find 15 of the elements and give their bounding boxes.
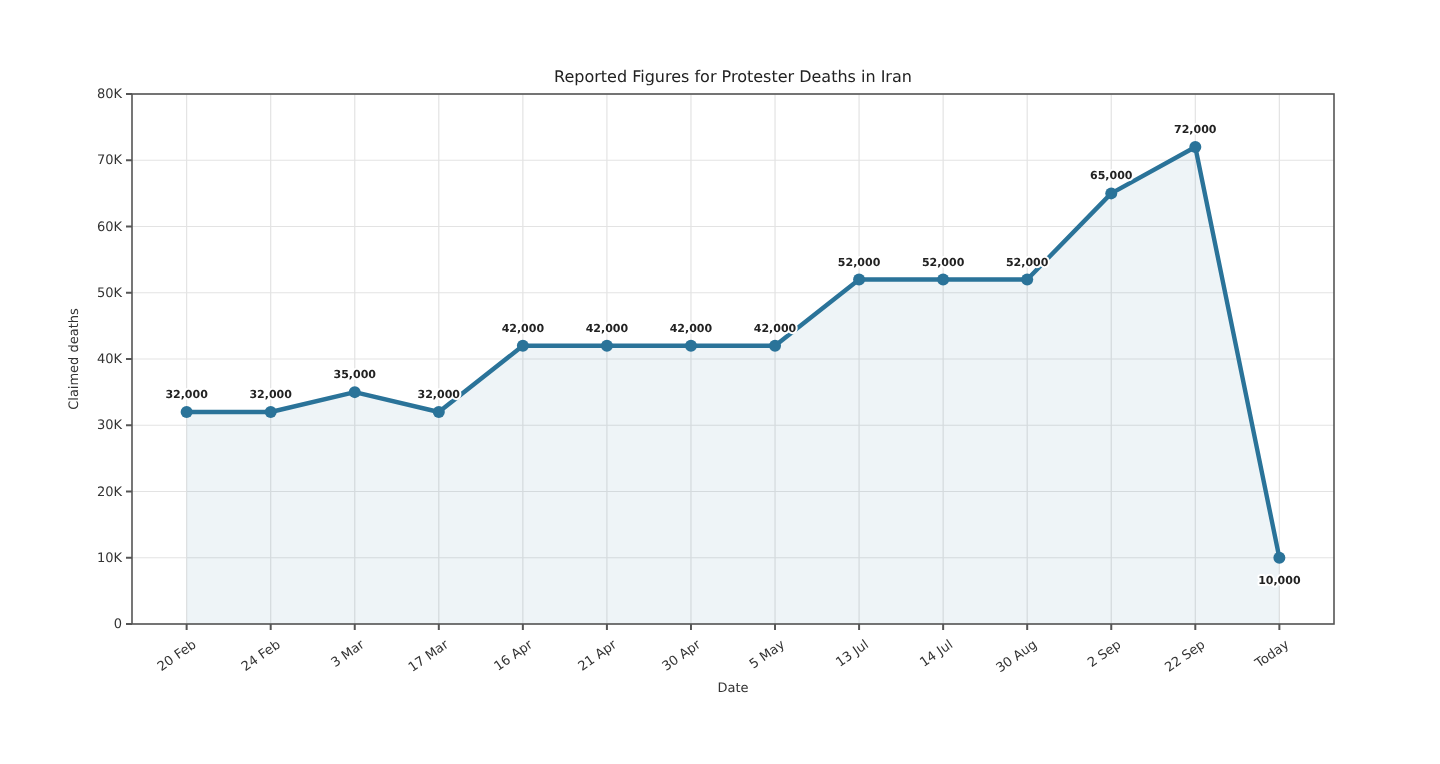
- point: [684, 339, 697, 352]
- point: [1021, 273, 1034, 286]
- point: [769, 339, 782, 352]
- point: [937, 273, 950, 286]
- chart-title: Reported Figures for Protester Deaths in Iran: [554, 68, 912, 86]
- point: [1189, 141, 1202, 153]
- point: [432, 406, 445, 418]
- point: [1105, 187, 1118, 200]
- point: [516, 339, 529, 352]
- point: [853, 273, 866, 286]
- point: [600, 339, 613, 352]
- point: [264, 406, 277, 418]
- point: [1273, 551, 1286, 564]
- point: [180, 406, 193, 418]
- point: [348, 386, 361, 399]
